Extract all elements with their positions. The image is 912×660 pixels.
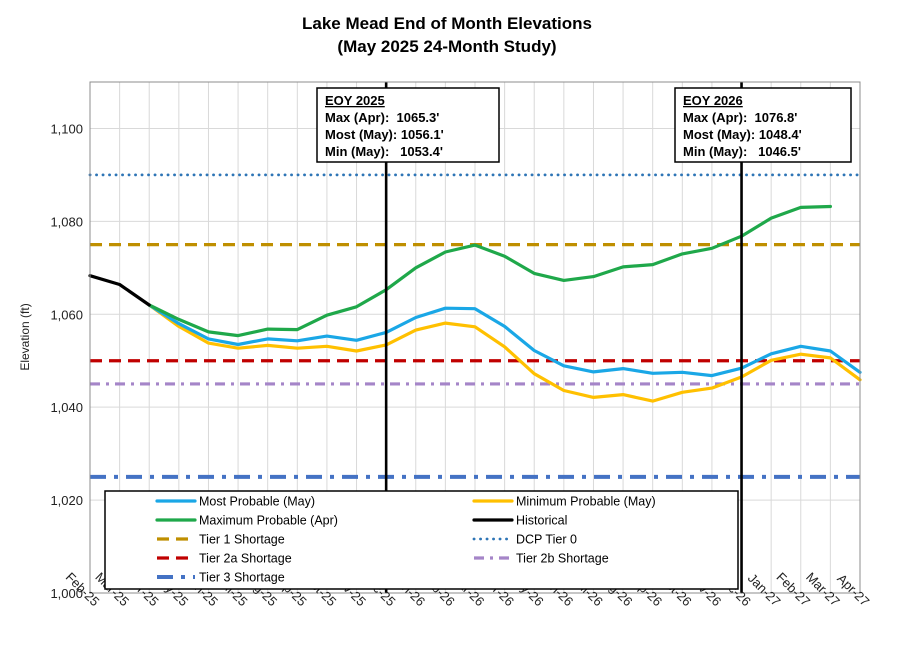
legend-label-tier-2a-shortage: Tier 2a Shortage (199, 552, 292, 566)
y-tick-label: 1,000 (50, 586, 83, 601)
annotation-eoy-2026: EOY 2026 Max (Apr): 1076.8' Most (May): 10… (674, 87, 852, 163)
legend-label-maximum-probable-apr: Maximum Probable (Apr) (199, 514, 338, 528)
chart-title: Lake Mead End of Month Elevations (302, 14, 592, 33)
legend: Most Probable (May) Minimum Probable (May… (104, 490, 739, 590)
legend-label-most-probable-may: Most Probable (May) (199, 495, 315, 509)
y-tick-label: 1,060 (50, 307, 83, 322)
series-line-maximum-probable-apr (147, 204, 833, 338)
x-tick-label: Mar-27 (803, 569, 843, 609)
annotation-line: Min (May): 1053.4' (325, 144, 443, 159)
annotation-box (674, 87, 852, 163)
annotation-line: Max (Apr): 1065.3' (325, 110, 439, 125)
chart-subtitle: (May 2025 24-Month Study) (337, 37, 556, 56)
annotation-line: Most (May): 1056.1' (325, 127, 444, 142)
y-axis-label: Elevation (ft) (18, 303, 32, 370)
y-tick-label: 1,020 (50, 493, 83, 508)
legend-label-tier-1-shortage: Tier 1 Shortage (199, 533, 285, 547)
annotation-line: Max (Apr): 1076.8' (683, 110, 797, 125)
annotation-line: Most (May): 1048.4' (683, 127, 802, 142)
annotation-title: EOY 2026 (683, 93, 743, 108)
legend-label-dcp-tier-0: DCP Tier 0 (516, 533, 577, 547)
y-tick-label: 1,040 (50, 400, 83, 415)
annotation-box (316, 87, 500, 163)
eoy-annotations: EOY 2025 Max (Apr): 1065.3' Most (May): 10… (316, 87, 852, 163)
legend-label-historical: Historical (516, 514, 567, 528)
legend-label-minimum-probable-may: Minimum Probable (May) (516, 495, 656, 509)
x-tick-label: Apr-27 (834, 571, 872, 609)
y-tick-label: 1,080 (50, 214, 83, 229)
annotation-eoy-2025: EOY 2025 Max (Apr): 1065.3' Most (May): 10… (316, 87, 500, 163)
legend-box (104, 490, 739, 590)
legend-label-tier-2b-shortage: Tier 2b Shortage (516, 552, 609, 566)
series-line-historical (88, 274, 151, 307)
y-tick-label: 1,100 (50, 121, 83, 136)
legend-label-tier-3-shortage: Tier 3 Shortage (199, 571, 285, 585)
y-axis-ticks: 1,000 1,020 1,040 1,060 1,080 1,100 (50, 121, 83, 601)
plot-area-border (89, 81, 861, 594)
annotation-line: Min (May): 1046.5' (683, 144, 801, 159)
annotation-title: EOY 2025 (325, 93, 385, 108)
